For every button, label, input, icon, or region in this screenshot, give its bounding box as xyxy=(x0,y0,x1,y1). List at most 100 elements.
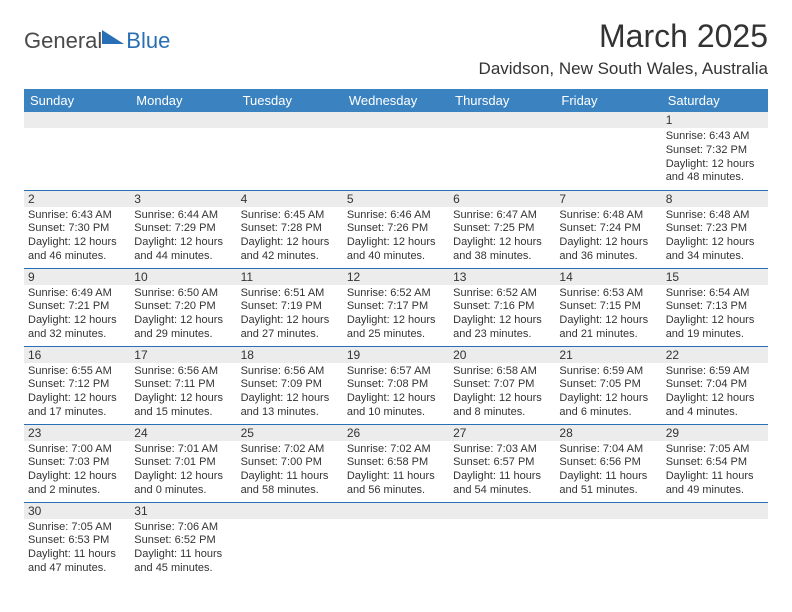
sunset-text: Sunset: 7:23 PM xyxy=(666,222,764,236)
day-number: 8 xyxy=(662,191,768,207)
sunset-text: Sunset: 7:19 PM xyxy=(241,300,339,314)
day-number: 24 xyxy=(130,425,236,441)
day-number: 15 xyxy=(662,269,768,285)
sunrise-text: Sunrise: 6:44 AM xyxy=(134,209,232,223)
daylight1-text: Daylight: 12 hours xyxy=(453,236,551,250)
daylight2-text: and 34 minutes. xyxy=(666,250,764,264)
day-number xyxy=(24,112,130,128)
daylight2-text: and 48 minutes. xyxy=(666,171,764,185)
weekday-header: Sunday xyxy=(24,89,130,112)
day-number: 30 xyxy=(24,503,130,519)
daylight2-text: and 2 minutes. xyxy=(28,484,126,498)
day-number: 29 xyxy=(662,425,768,441)
calendar-cell: 29Sunrise: 7:05 AMSunset: 6:54 PMDayligh… xyxy=(662,424,768,502)
daylight2-text: and 54 minutes. xyxy=(453,484,551,498)
sunset-text: Sunset: 7:04 PM xyxy=(666,378,764,392)
weekday-header-row: Sunday Monday Tuesday Wednesday Thursday… xyxy=(24,89,768,112)
day-number: 14 xyxy=(555,269,661,285)
calendar-cell xyxy=(130,112,236,190)
daylight1-text: Daylight: 11 hours xyxy=(453,470,551,484)
daylight2-text: and 42 minutes. xyxy=(241,250,339,264)
sunset-text: Sunset: 7:16 PM xyxy=(453,300,551,314)
day-number xyxy=(130,112,236,128)
calendar-week-row: 9Sunrise: 6:49 AMSunset: 7:21 PMDaylight… xyxy=(24,268,768,346)
logo-text-1: General xyxy=(24,28,102,54)
sunset-text: Sunset: 7:12 PM xyxy=(28,378,126,392)
sunrise-text: Sunrise: 6:43 AM xyxy=(28,209,126,223)
sunset-text: Sunset: 6:56 PM xyxy=(559,456,657,470)
daylight2-text: and 27 minutes. xyxy=(241,328,339,342)
sunrise-text: Sunrise: 7:05 AM xyxy=(666,443,764,457)
daylight2-text: and 58 minutes. xyxy=(241,484,339,498)
calendar-cell: 6Sunrise: 6:47 AMSunset: 7:25 PMDaylight… xyxy=(449,190,555,268)
sunrise-text: Sunrise: 6:49 AM xyxy=(28,287,126,301)
logo: General Blue xyxy=(24,28,170,54)
daylight1-text: Daylight: 12 hours xyxy=(241,392,339,406)
sunrise-text: Sunrise: 7:00 AM xyxy=(28,443,126,457)
weekday-header: Friday xyxy=(555,89,661,112)
page-title: March 2025 xyxy=(479,18,768,55)
sunrise-text: Sunrise: 7:01 AM xyxy=(134,443,232,457)
sunset-text: Sunset: 7:03 PM xyxy=(28,456,126,470)
sunrise-text: Sunrise: 6:52 AM xyxy=(453,287,551,301)
sunset-text: Sunset: 6:53 PM xyxy=(28,534,126,548)
daylight1-text: Daylight: 12 hours xyxy=(666,158,764,172)
day-number: 7 xyxy=(555,191,661,207)
daylight1-text: Daylight: 12 hours xyxy=(28,236,126,250)
calendar-cell: 18Sunrise: 6:56 AMSunset: 7:09 PMDayligh… xyxy=(237,346,343,424)
sunset-text: Sunset: 7:15 PM xyxy=(559,300,657,314)
daylight2-text: and 29 minutes. xyxy=(134,328,232,342)
daylight2-text: and 44 minutes. xyxy=(134,250,232,264)
sunset-text: Sunset: 7:32 PM xyxy=(666,144,764,158)
day-number xyxy=(237,503,343,519)
sunrise-text: Sunrise: 6:46 AM xyxy=(347,209,445,223)
calendar-week-row: 2Sunrise: 6:43 AMSunset: 7:30 PMDaylight… xyxy=(24,190,768,268)
day-number: 25 xyxy=(237,425,343,441)
day-number xyxy=(449,503,555,519)
sunrise-text: Sunrise: 7:05 AM xyxy=(28,521,126,535)
day-number: 6 xyxy=(449,191,555,207)
sunset-text: Sunset: 7:00 PM xyxy=(241,456,339,470)
daylight2-text: and 19 minutes. xyxy=(666,328,764,342)
daylight2-text: and 8 minutes. xyxy=(453,406,551,420)
calendar-week-row: 1Sunrise: 6:43 AMSunset: 7:32 PMDaylight… xyxy=(24,112,768,190)
daylight1-text: Daylight: 12 hours xyxy=(134,314,232,328)
day-number: 20 xyxy=(449,347,555,363)
title-block: March 2025 Davidson, New South Wales, Au… xyxy=(479,18,768,79)
day-number: 13 xyxy=(449,269,555,285)
sunrise-text: Sunrise: 6:50 AM xyxy=(134,287,232,301)
calendar-table: Sunday Monday Tuesday Wednesday Thursday… xyxy=(24,89,768,580)
calendar-cell xyxy=(343,502,449,580)
daylight2-text: and 56 minutes. xyxy=(347,484,445,498)
weekday-header: Thursday xyxy=(449,89,555,112)
calendar-week-row: 30 Sunrise: 7:05 AMSunset: 6:53 PM Dayligh… xyxy=(24,502,768,580)
sunset-text: Sunset: 7:17 PM xyxy=(347,300,445,314)
sunrise-text: Sunrise: 7:03 AM xyxy=(453,443,551,457)
sunset-text: Sunset: 7:13 PM xyxy=(666,300,764,314)
sunrise-text: Sunrise: 6:54 AM xyxy=(666,287,764,301)
daylight2-text: and 13 minutes. xyxy=(241,406,339,420)
weekday-header: Tuesday xyxy=(237,89,343,112)
calendar-cell: 10Sunrise: 6:50 AMSunset: 7:20 PMDayligh… xyxy=(130,268,236,346)
sunset-text: Sunset: 7:01 PM xyxy=(134,456,232,470)
calendar-cell: 7Sunrise: 6:48 AMSunset: 7:24 PMDaylight… xyxy=(555,190,661,268)
daylight2-text: and 46 minutes. xyxy=(28,250,126,264)
daylight2-text: and 15 minutes. xyxy=(134,406,232,420)
calendar-cell: 14Sunrise: 6:53 AMSunset: 7:15 PMDayligh… xyxy=(555,268,661,346)
calendar-cell: 28Sunrise: 7:04 AMSunset: 6:56 PMDayligh… xyxy=(555,424,661,502)
daylight2-text: and 40 minutes. xyxy=(347,250,445,264)
daylight1-text: Daylight: 12 hours xyxy=(559,392,657,406)
daylight2-text: and 21 minutes. xyxy=(559,328,657,342)
calendar-cell: 23Sunrise: 7:00 AMSunset: 7:03 PMDayligh… xyxy=(24,424,130,502)
daylight1-text: Daylight: 12 hours xyxy=(453,392,551,406)
daylight1-text: Daylight: 12 hours xyxy=(28,314,126,328)
day-number: 12 xyxy=(343,269,449,285)
location-text: Davidson, New South Wales, Australia xyxy=(479,59,768,79)
daylight2-text: and 25 minutes. xyxy=(347,328,445,342)
daylight2-text: and 10 minutes. xyxy=(347,406,445,420)
daylight2-text: and 6 minutes. xyxy=(559,406,657,420)
calendar-cell: 4Sunrise: 6:45 AMSunset: 7:28 PMDaylight… xyxy=(237,190,343,268)
daylight1-text: Daylight: 12 hours xyxy=(28,392,126,406)
sunset-text: Sunset: 7:20 PM xyxy=(134,300,232,314)
daylight1-text: Daylight: 11 hours xyxy=(134,548,232,562)
